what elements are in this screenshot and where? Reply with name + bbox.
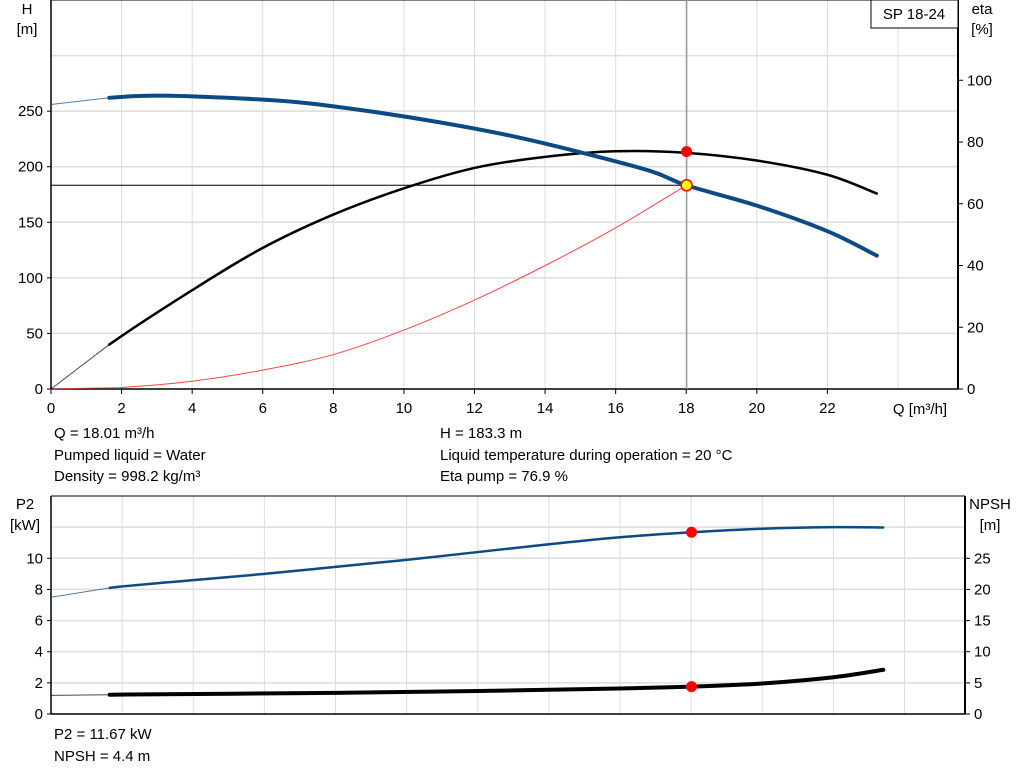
right-tick-label: 25 bbox=[974, 550, 991, 567]
left-tick-label: 200 bbox=[18, 159, 43, 176]
q-axis-label: Q [m³/h] bbox=[893, 401, 947, 418]
x-tick-label: 16 bbox=[607, 400, 624, 417]
info-temp: Liquid temperature during operation = 20… bbox=[440, 447, 733, 464]
x-tick-label: 22 bbox=[819, 400, 836, 417]
pump-model-box bbox=[870, 0, 959, 29]
left-tick-label: 50 bbox=[26, 325, 43, 342]
eta-duty-point bbox=[681, 146, 693, 158]
info-q: Q = 18.01 m³/h bbox=[54, 425, 155, 442]
p2-curve-extrapolated bbox=[50, 587, 110, 598]
left-tick-label: 4 bbox=[35, 644, 43, 661]
system-curve bbox=[121, 184, 687, 388]
info-liquid: Pumped liquid = Water bbox=[54, 447, 206, 464]
eta-axis-unit: [%] bbox=[971, 21, 993, 38]
top-chart: 0 50 100 150 200 250 0 20 40 60 80 100 0 2 4 6 8 10 12 14 16… bbox=[18, 0, 992, 417]
eta-curve bbox=[107, 149, 879, 346]
right-tick-label: 0 bbox=[974, 706, 982, 723]
left-tick-label: 8 bbox=[35, 581, 43, 598]
head-curve-extrapolated bbox=[50, 97, 110, 105]
right-tick-label: 60 bbox=[967, 196, 984, 213]
x-tick-label: 8 bbox=[329, 400, 337, 417]
x-tick-label: 2 bbox=[117, 400, 125, 417]
right-tick-label: 100 bbox=[967, 72, 992, 89]
left-tick-label: 10 bbox=[26, 550, 43, 567]
left-tick-label: 150 bbox=[18, 214, 43, 231]
eta-axis-label: eta bbox=[972, 1, 994, 18]
h-axis-unit: [m] bbox=[17, 21, 38, 38]
right-tick-label: 0 bbox=[967, 381, 975, 398]
right-tick-label: 15 bbox=[974, 613, 991, 630]
x-tick-label: 18 bbox=[678, 400, 695, 417]
x-tick-label: 14 bbox=[537, 400, 554, 417]
bottom-chart: 0 2 4 6 8 10 0 5 10 15 20 25 bbox=[26, 495, 991, 723]
npsh-axis-unit: [m] bbox=[980, 517, 1001, 534]
info-density: Density = 998.2 kg/m³ bbox=[54, 468, 201, 485]
right-tick-label: 20 bbox=[974, 581, 991, 598]
p2-duty-point bbox=[686, 526, 698, 538]
x-tick-label: 12 bbox=[466, 400, 483, 417]
left-tick-label: 250 bbox=[18, 103, 43, 120]
right-tick-label: 40 bbox=[967, 258, 984, 275]
head-duty-point bbox=[680, 179, 693, 192]
x-tick-label: 20 bbox=[748, 400, 765, 417]
p2-axis-label: P2 bbox=[16, 496, 34, 513]
right-tick-label: 80 bbox=[967, 134, 984, 151]
p2-axis-unit: [kW] bbox=[10, 517, 40, 534]
left-tick-label: 2 bbox=[35, 675, 43, 692]
system-curve-extrapolated bbox=[50, 386, 122, 390]
x-tick-label: 6 bbox=[259, 400, 267, 417]
npsh-curve-extrapolated bbox=[50, 694, 110, 696]
left-tick-label: 0 bbox=[35, 706, 43, 723]
right-tick-label: 5 bbox=[974, 675, 982, 692]
right-tick-label: 20 bbox=[967, 319, 984, 336]
x-tick-label: 4 bbox=[188, 400, 196, 417]
right-tick-label: 10 bbox=[974, 644, 991, 661]
info-npsh: NPSH = 4.4 m bbox=[54, 748, 151, 765]
info-h: H = 183.3 m bbox=[440, 425, 523, 442]
x-tick-label: 0 bbox=[47, 400, 55, 417]
pump-model-title: SP 18-24 bbox=[883, 6, 945, 23]
left-tick-label: 6 bbox=[35, 613, 43, 630]
p2-curve bbox=[108, 525, 885, 590]
info-p2: P2 = 11.67 kW bbox=[54, 726, 152, 743]
npsh-axis-label: NPSH bbox=[969, 496, 1011, 513]
x-tick-label: 10 bbox=[396, 400, 413, 417]
head-curve bbox=[107, 93, 879, 258]
npsh-duty-point bbox=[686, 681, 698, 693]
left-tick-label: 100 bbox=[18, 270, 43, 287]
info-eta: Eta pump = 76.9 % bbox=[440, 468, 568, 485]
h-axis-label: H bbox=[22, 1, 33, 18]
left-tick-label: 0 bbox=[35, 381, 43, 398]
npsh-curve bbox=[107, 667, 886, 697]
eta-curve-extrapolated bbox=[50, 344, 110, 390]
